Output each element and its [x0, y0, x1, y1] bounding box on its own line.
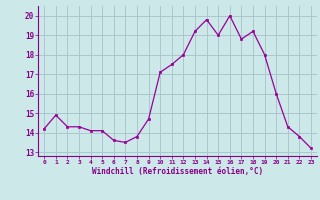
X-axis label: Windchill (Refroidissement éolien,°C): Windchill (Refroidissement éolien,°C) [92, 167, 263, 176]
